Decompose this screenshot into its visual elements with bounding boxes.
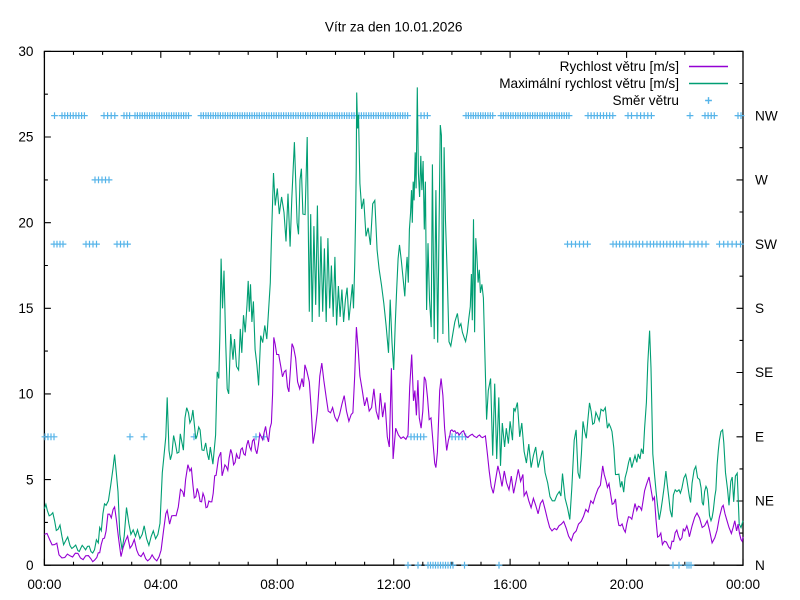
svg-text:00:00: 00:00 xyxy=(726,577,760,592)
svg-text:12:00: 12:00 xyxy=(377,577,411,592)
svg-text:W: W xyxy=(755,173,768,188)
svg-text:04:00: 04:00 xyxy=(144,577,178,592)
svg-text:SE: SE xyxy=(755,365,773,380)
svg-text:E: E xyxy=(755,429,764,444)
svg-text:Rychlost větru [m/s]: Rychlost větru [m/s] xyxy=(560,59,679,74)
svg-text:25: 25 xyxy=(18,130,33,145)
svg-text:0: 0 xyxy=(26,558,34,573)
svg-text:08:00: 08:00 xyxy=(260,577,294,592)
svg-text:Vítr za den 10.01.2026: Vítr za den 10.01.2026 xyxy=(325,20,463,35)
svg-text:16:00: 16:00 xyxy=(493,577,527,592)
svg-text:Směr větru: Směr větru xyxy=(613,93,679,108)
svg-text:S: S xyxy=(755,301,764,316)
svg-text:00:00: 00:00 xyxy=(27,577,61,592)
svg-text:30: 30 xyxy=(18,44,34,59)
svg-text:5: 5 xyxy=(26,472,34,487)
svg-text:10: 10 xyxy=(18,387,34,402)
svg-text:NE: NE xyxy=(755,494,774,509)
svg-text:SW: SW xyxy=(755,237,777,252)
svg-text:N: N xyxy=(755,558,765,573)
svg-text:20: 20 xyxy=(18,215,34,230)
svg-text:Maximální rychlost větru [m/s]: Maximální rychlost větru [m/s] xyxy=(499,76,679,91)
svg-text:NW: NW xyxy=(755,108,778,123)
svg-text:20:00: 20:00 xyxy=(610,577,644,592)
svg-text:15: 15 xyxy=(18,301,33,316)
